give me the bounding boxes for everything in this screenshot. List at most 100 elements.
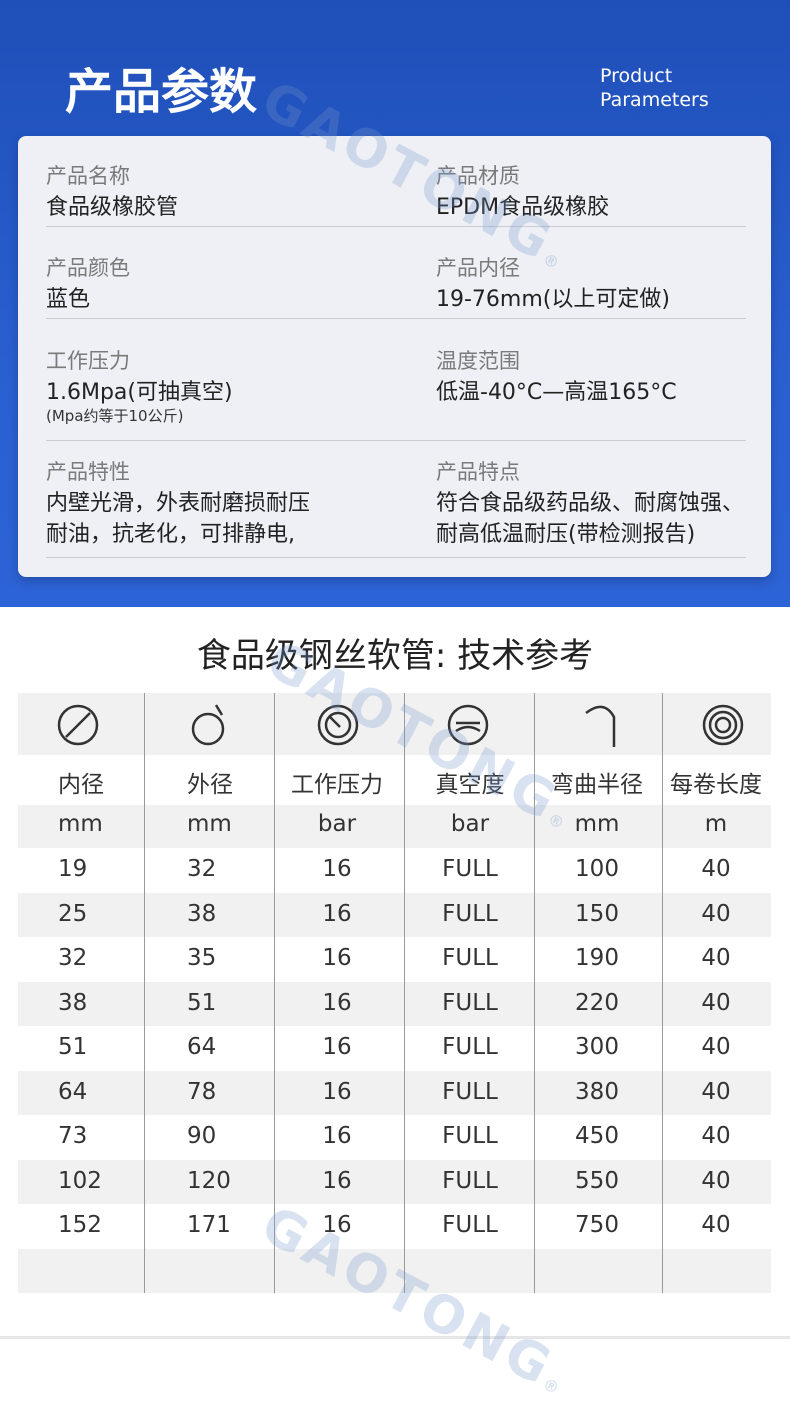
table-cell: 16 — [322, 1212, 352, 1238]
table-cell: 73 — [58, 1123, 88, 1149]
column-header: 工作压力 — [291, 772, 383, 798]
table-cell: 300 — [575, 1034, 619, 1060]
column-header: 弯曲半径 — [551, 772, 643, 798]
row-bg — [18, 981, 771, 1026]
table-cell: 40 — [701, 1212, 731, 1238]
table-cell: 38 — [58, 989, 88, 1016]
table-cell: 40 — [701, 1123, 731, 1149]
icon-row — [18, 693, 771, 755]
param-label: 产品颜色 — [46, 256, 130, 280]
table-cell: 16 — [322, 856, 352, 882]
icon-coil — [702, 704, 744, 746]
table-cell: 51 — [58, 1034, 88, 1060]
separator — [46, 440, 746, 441]
table-cell: FULL — [442, 856, 498, 882]
table-cell: 120 — [187, 1167, 231, 1194]
table-cell: 190 — [575, 945, 619, 971]
table-cell: 220 — [575, 989, 619, 1016]
icon-outer-diameter — [191, 712, 225, 746]
table-cell: 380 — [575, 1078, 619, 1105]
table-cell: 171 — [187, 1212, 231, 1238]
row-bg — [18, 937, 771, 982]
column-divider — [662, 693, 663, 1293]
table-cell: 40 — [701, 1034, 731, 1060]
param-label: 产品特性 — [46, 460, 130, 484]
column-divider — [144, 693, 145, 1293]
icon-coil — [714, 716, 732, 734]
icon-coil — [708, 710, 738, 740]
table-cell: 16 — [322, 1167, 352, 1194]
param-note: (Mpa约等于10公斤) — [46, 407, 184, 425]
row-bg — [18, 1115, 771, 1160]
param-value: 内壁光滑，外表耐磨损耐压 — [46, 491, 311, 516]
unit-cell: mm — [58, 811, 103, 837]
param-label: 工作压力 — [46, 349, 130, 373]
table-cell: 90 — [187, 1123, 217, 1149]
subtitle: Product Parameters — [600, 64, 709, 112]
table-cell: 450 — [575, 1123, 619, 1149]
icon-pressure — [317, 704, 359, 746]
separator — [46, 318, 746, 319]
row-bg — [18, 1070, 771, 1115]
icon-line — [65, 712, 91, 738]
row-bg — [18, 1248, 771, 1293]
column-divider — [404, 693, 405, 1293]
table-cell: 40 — [701, 945, 731, 971]
row-bg — [18, 892, 771, 937]
icon-pressure — [324, 711, 352, 739]
param-label: 产品特点 — [436, 460, 520, 484]
row-bg — [18, 1204, 771, 1249]
param-value: 耐油，抗老化，可排静电, — [46, 522, 295, 547]
row-bg — [18, 757, 771, 805]
table-cell: 19 — [58, 856, 88, 882]
table-cell: FULL — [442, 989, 498, 1016]
table-title: 食品级钢丝软管: 技术参考 — [196, 636, 594, 676]
row-bg — [18, 848, 771, 893]
table-cell: 16 — [322, 1034, 352, 1060]
bottom-rule — [0, 1336, 790, 1339]
column-divider — [274, 693, 275, 1293]
table-cell: 40 — [701, 1167, 731, 1194]
row-bg — [18, 1026, 771, 1071]
param-value: 耐高低温耐压(带检测报告) — [436, 522, 696, 547]
page-title: 产品参数 — [65, 64, 258, 120]
param-label: 产品内径 — [436, 256, 520, 280]
icons — [57, 704, 744, 747]
param-label: 产品材质 — [436, 164, 520, 188]
icon-bend — [585, 705, 616, 747]
param-value: 食品级橡胶管 — [46, 195, 179, 220]
param-label: 产品名称 — [46, 164, 130, 188]
table-cell: 152 — [58, 1212, 102, 1238]
table-cell: FULL — [442, 945, 498, 971]
icon-line — [329, 716, 341, 728]
table-cell: 40 — [701, 856, 731, 882]
param-value: 1.6Mpa(可抽真空) — [46, 380, 233, 405]
table-cell: FULL — [442, 1212, 498, 1238]
icon-row-bg — [18, 693, 771, 755]
param-value: 蓝色 — [46, 287, 91, 312]
table-cell: 16 — [322, 989, 352, 1016]
table-cell: 40 — [701, 900, 731, 927]
table-cell: 40 — [701, 989, 731, 1016]
icon-inner-diameter — [57, 704, 99, 746]
table-cell: 51 — [187, 989, 217, 1016]
spec-table: 内径 外径 工作压力 真空度 弯曲半径 每卷长度 mm mm bar bar mm m 19 32 16 FU… — [18, 693, 771, 1293]
table-cell: 64 — [58, 1078, 88, 1105]
table-cell: 38 — [187, 900, 217, 927]
table-cell: FULL — [442, 900, 498, 927]
icon-line — [214, 704, 224, 716]
separator — [46, 226, 746, 227]
table-cell: 32 — [58, 945, 88, 971]
table-cell: 150 — [575, 900, 619, 927]
column-header: 每卷长度 — [670, 772, 762, 798]
table-cell: 100 — [575, 856, 619, 882]
table-cell: 16 — [322, 945, 352, 971]
table-cell: 40 — [701, 1078, 731, 1105]
row-bg — [18, 805, 771, 848]
table-cell: 16 — [322, 1078, 352, 1105]
header-banner: 产品参数 Product Parameters 产品名称食品级橡胶管 产品材质 EP… — [0, 0, 790, 607]
unit-cell: mm — [574, 811, 620, 837]
param-value: EPDM食品级橡胶 — [436, 195, 610, 220]
table-cell: FULL — [442, 1078, 498, 1105]
